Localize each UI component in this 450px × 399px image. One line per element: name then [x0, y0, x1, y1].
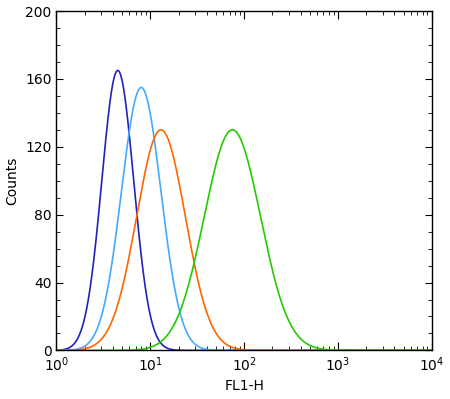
X-axis label: FL1-H: FL1-H	[224, 379, 264, 393]
Y-axis label: Counts: Counts	[5, 156, 19, 205]
